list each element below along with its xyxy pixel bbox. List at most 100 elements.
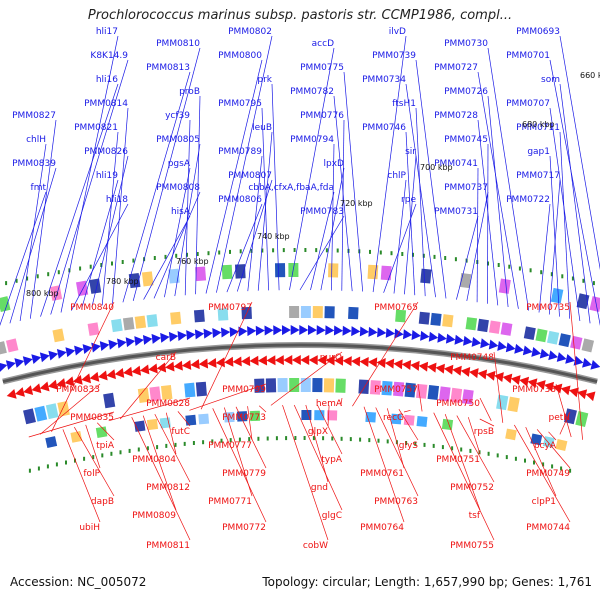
- reverse-leader-line: [154, 413, 191, 483]
- inner-dot-marker: [202, 440, 205, 445]
- inner-feature-block: [335, 378, 346, 393]
- outer-feature-block: [134, 315, 147, 329]
- forward-leader-line: [477, 71, 519, 309]
- outer-dot-marker: [26, 276, 29, 281]
- reverse-gene-arrow: [308, 355, 318, 366]
- reverse-gene-label: PMM0757: [374, 385, 418, 395]
- reverse-gene-arrow: [198, 358, 209, 369]
- inner-dot-marker: [533, 460, 535, 465]
- forward-gene-arrow: [39, 352, 50, 363]
- inner-feature-block: [507, 396, 520, 413]
- forward-gene-label: PMM0789: [218, 147, 262, 157]
- forward-gene-arrow: [177, 330, 187, 341]
- reverse-leader-line: [444, 413, 481, 511]
- reverse-gene-label: PMM0799: [222, 385, 266, 395]
- reverse-gene-arrow: [181, 359, 192, 370]
- inner-feature-block: [575, 411, 589, 427]
- outer-feature-block: [581, 338, 595, 353]
- reverse-gene-label: PMM0748: [450, 353, 494, 363]
- inner-dot-marker: [266, 436, 269, 441]
- inner-dot-marker: [229, 438, 232, 443]
- reverse-gene-label: glpX: [308, 427, 328, 437]
- inner-feature-block: [249, 410, 261, 422]
- reverse-leader-line: [363, 406, 405, 523]
- reverse-gene-arrow: [502, 373, 513, 384]
- outer-feature-block: [420, 268, 432, 284]
- forward-gene-arrow: [333, 325, 344, 336]
- outer-dot-marker: [487, 261, 489, 266]
- reverse-gene-label: PMM0828: [146, 399, 190, 409]
- outer-feature-block: [477, 318, 489, 333]
- outer-dot-marker: [369, 249, 371, 254]
- inner-dot-marker: [322, 436, 325, 441]
- inner-dot-marker: [377, 438, 380, 443]
- outer-feature-block: [89, 278, 102, 294]
- outer-feature-block: [122, 317, 135, 331]
- forward-gene-label: PMM0776: [300, 111, 344, 121]
- reverse-gene-arrow: [435, 363, 445, 374]
- reverse-gene-arrow: [469, 368, 479, 379]
- reverse-gene-arrow: [47, 379, 58, 390]
- reverse-gene-arrow: [39, 381, 50, 392]
- inner-dot-marker: [505, 455, 508, 460]
- reverse-gene-arrow: [56, 378, 67, 388]
- inner-dot-marker: [560, 466, 563, 471]
- inner-dot-marker: [451, 446, 454, 451]
- outer-feature-block: [141, 271, 154, 287]
- reverse-gene-arrow: [510, 375, 521, 386]
- reverse-gene-label: pcyA: [534, 441, 557, 451]
- reverse-gene-label: PMM0752: [450, 483, 494, 493]
- reverse-gene-arrow: [23, 385, 34, 395]
- forward-leader-line: [205, 59, 263, 294]
- forward-gene-arrow: [420, 330, 430, 341]
- forward-leader-line: [456, 215, 479, 300]
- outer-dot-marker: [261, 248, 264, 253]
- outer-dot-marker: [379, 250, 382, 255]
- reverse-gene-arrow: [190, 359, 200, 370]
- forward-gene-arrow: [14, 358, 25, 368]
- forward-gene-arrow: [273, 325, 283, 336]
- reverse-leader-line: [247, 406, 253, 441]
- outer-feature-block: [430, 312, 442, 326]
- reverse-gene-arrow: [89, 371, 100, 382]
- inner-feature-block: [461, 389, 474, 405]
- inner-feature-block: [358, 379, 370, 394]
- forward-gene-label: PMM0827: [12, 111, 56, 121]
- inner-feature-block: [149, 386, 162, 402]
- inner-feature-block: [45, 403, 59, 420]
- inner-dot-marker: [110, 451, 113, 456]
- forward-gene-label: leuB: [252, 123, 272, 133]
- reverse-gene-arrow: [342, 356, 352, 367]
- outer-dot-marker: [218, 250, 221, 255]
- forward-gene-label: PMM0808: [156, 183, 200, 193]
- reverse-gene-arrow: [334, 355, 344, 366]
- outer-dot-marker: [164, 254, 167, 259]
- forward-leader-line: [226, 203, 263, 293]
- reverse-leader-line: [258, 405, 267, 413]
- forward-gene-label: PMM0722: [506, 195, 550, 205]
- reverse-gene-label: carB: [156, 353, 176, 363]
- reverse-gene-arrow: [485, 370, 496, 381]
- reverse-gene-label: PMM0761: [360, 469, 404, 479]
- outer-dot-marker: [390, 251, 393, 256]
- reverse-leader-line: [85, 424, 101, 469]
- forward-gene-label: proB: [179, 87, 200, 97]
- forward-leader-line: [372, 35, 407, 293]
- reverse-gene-label: glgC: [322, 511, 342, 521]
- forward-gene-label: ilvD: [389, 27, 406, 37]
- forward-gene-label: lpxD: [324, 159, 345, 169]
- forward-leader-line: [487, 95, 509, 308]
- inner-feature-block: [95, 426, 108, 438]
- reverse-gene-arrow: [241, 356, 251, 367]
- outer-dot-marker: [508, 264, 511, 269]
- reverse-gene-label: purQ: [320, 353, 342, 363]
- reverse-gene-arrow: [577, 389, 588, 400]
- reverse-gene-arrow: [106, 369, 116, 380]
- reverse-gene-arrow: [494, 372, 504, 383]
- forward-gene-arrow: [203, 328, 213, 339]
- forward-gene-arrow: [497, 340, 507, 351]
- reverse-leader-line: [177, 411, 191, 427]
- inner-dot-marker: [340, 436, 343, 441]
- reverse-leader-line: [200, 301, 253, 410]
